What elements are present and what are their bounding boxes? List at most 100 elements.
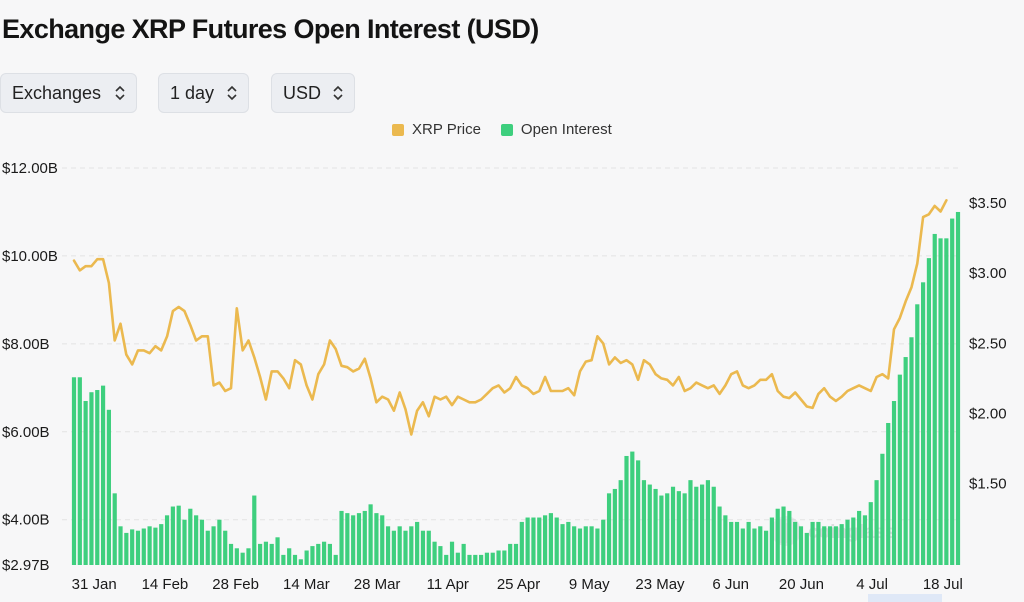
oi-bar <box>793 521 798 565</box>
oi-bar <box>636 460 641 565</box>
oi-bar <box>130 529 135 565</box>
currency-select-label: USD <box>283 82 322 103</box>
oi-bar <box>554 517 559 565</box>
oi-bar <box>525 517 530 565</box>
oi-bar <box>205 530 210 565</box>
oi-bar <box>810 521 815 565</box>
oi-bar <box>368 504 373 565</box>
oi-bar <box>502 550 507 565</box>
left-axis-tick-label: $2.97B <box>2 557 50 574</box>
oi-bar <box>612 488 617 565</box>
oi-bar <box>95 390 100 565</box>
oi-bar <box>740 528 745 565</box>
oi-bar <box>432 541 437 565</box>
oi-bar <box>508 543 513 565</box>
x-axis-tick-label: 20 Jun <box>779 576 824 593</box>
oi-bar <box>700 484 705 565</box>
oi-bar <box>886 422 891 565</box>
oi-bar <box>548 513 553 565</box>
oi-bar <box>287 548 292 565</box>
left-axis-tick-label: $6.00B <box>2 424 50 441</box>
oi-bar <box>955 211 961 565</box>
oi-bar <box>321 541 327 565</box>
oi-bar <box>891 401 897 565</box>
price-swatch <box>392 123 404 136</box>
oi-bar <box>304 550 309 565</box>
page-title: Exchange XRP Futures Open Interest (USD) <box>2 14 539 44</box>
oi-bar <box>252 495 257 565</box>
oi-bar <box>589 526 594 565</box>
x-axis-tick-label: 14 Mar <box>283 576 330 593</box>
oi-bar <box>734 521 740 565</box>
exchanges-select[interactable]: Exchanges <box>0 73 137 113</box>
oi-bar <box>89 392 94 565</box>
oi-bar <box>921 282 926 565</box>
oi-bar <box>833 526 838 565</box>
oi-bar <box>188 508 193 565</box>
oi-bar <box>647 484 652 565</box>
x-axis-tick-label: 31 Jan <box>72 576 117 593</box>
oi-bar <box>194 515 199 565</box>
oi-bar <box>560 524 565 565</box>
oi-bar <box>490 552 495 565</box>
legend-item-price[interactable]: XRP Price <box>392 121 481 138</box>
x-axis-tick-label: 25 Apr <box>497 576 540 593</box>
oi-bar <box>246 548 251 565</box>
right-axis-tick-label: $2.00 <box>969 405 1007 422</box>
oi-bar <box>316 543 321 565</box>
oi-bar <box>909 337 914 565</box>
chevron-updown-icon <box>115 85 125 101</box>
x-axis-tick-label: 14 Feb <box>142 576 189 593</box>
oi-bar <box>944 238 949 565</box>
oi-bar <box>531 517 536 565</box>
left-axis-tick-label: $10.00B <box>2 248 58 265</box>
oi-bar <box>438 546 443 565</box>
oi-bar <box>170 506 175 565</box>
legend-price-label: XRP Price <box>412 121 481 138</box>
oi-bar <box>380 515 385 565</box>
interval-select[interactable]: 1 day <box>158 73 249 113</box>
legend-item-oi[interactable]: Open Interest <box>500 121 612 138</box>
grid-lines <box>62 167 960 521</box>
x-axis-tick-label: 9 May <box>569 576 610 593</box>
oi-bar <box>217 519 222 565</box>
exchanges-select-label: Exchanges <box>12 82 102 103</box>
oi-bar <box>659 495 664 565</box>
oi-bar <box>473 554 478 565</box>
price-line <box>72 199 948 436</box>
right-axis-tick-label: $2.50 <box>969 335 1007 352</box>
oi-bar <box>537 517 542 565</box>
x-axis-tick-label: 11 Apr <box>427 576 469 593</box>
left-axis-tick-label: $8.00B <box>2 336 50 353</box>
oi-bar <box>827 526 833 565</box>
oi-bar <box>298 559 303 565</box>
left-axis-tick-label: $12.00B <box>2 160 58 177</box>
oi-bars <box>71 211 961 565</box>
oi-bar <box>717 506 722 565</box>
x-axis-tick-label: 28 Mar <box>354 576 401 593</box>
oi-bar <box>415 521 420 565</box>
oi-bar <box>153 527 158 565</box>
currency-select[interactable]: USD <box>271 73 355 113</box>
oi-bar <box>106 409 111 565</box>
oi-bar <box>566 521 571 565</box>
oi-bar <box>705 480 711 565</box>
oi-bar <box>746 521 751 565</box>
oi-bar <box>124 532 129 565</box>
oi-bar <box>670 486 676 565</box>
oi-bar <box>729 521 734 565</box>
oi-bar <box>351 515 356 565</box>
oi-bar <box>868 502 873 565</box>
oi-bar <box>641 480 647 565</box>
oi-bar <box>240 552 245 565</box>
oi-bar <box>816 521 821 565</box>
oi-bar <box>385 526 391 565</box>
oi-bar <box>147 526 152 565</box>
left-axis: $2.97B $4.00B $6.00B $8.00B $10.00B $12.00B <box>2 160 58 574</box>
x-axis: 31 Jan 14 Feb 28 Feb 14 Mar 28 Mar 11 Apr 25 A… <box>72 576 963 593</box>
oi-bar <box>467 554 472 565</box>
oi-bar <box>449 541 455 565</box>
oi-bar <box>397 526 402 565</box>
oi-bar <box>688 480 693 565</box>
oi-bar <box>141 528 146 565</box>
